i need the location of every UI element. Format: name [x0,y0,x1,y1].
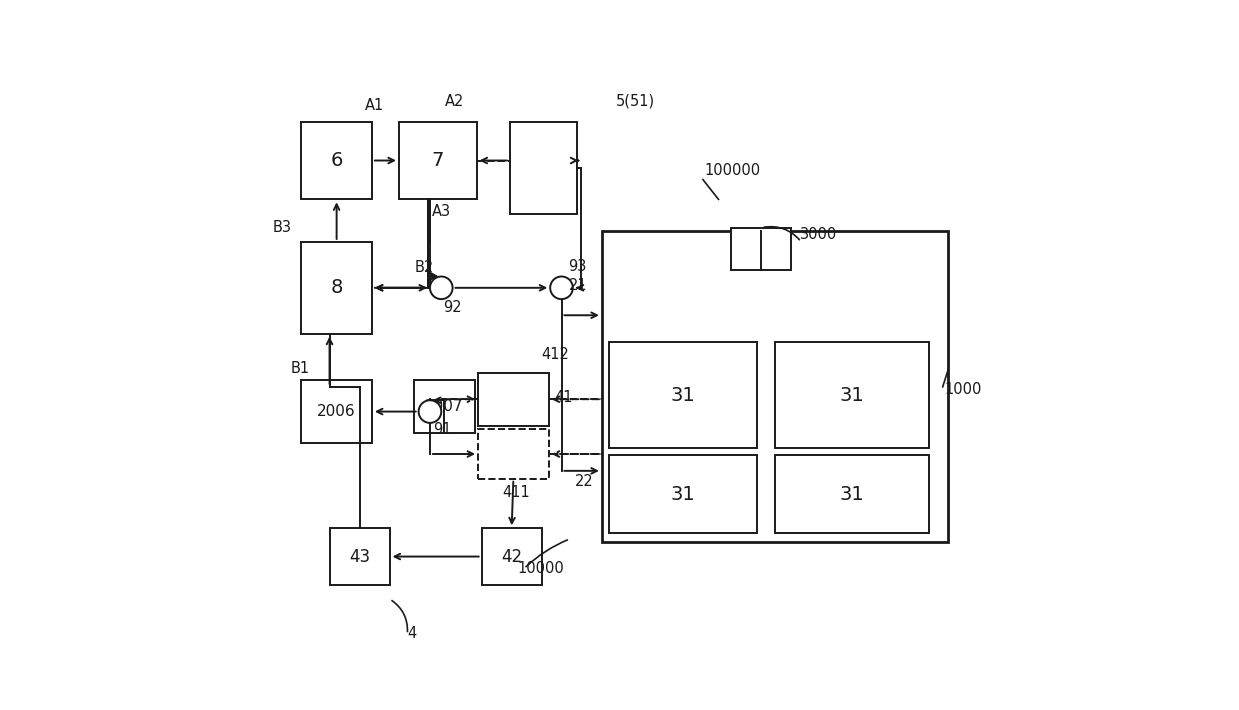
Bar [478,430,549,479]
Text: 4: 4 [408,626,416,641]
Text: B3: B3 [273,220,292,235]
Text: 21: 21 [569,278,587,293]
Bar [608,342,757,448]
Text: 6: 6 [331,151,343,170]
Text: 411: 411 [503,485,530,500]
Text: 31: 31 [840,485,865,504]
Bar [330,528,389,585]
Text: 2006: 2006 [317,404,356,419]
Circle shape [419,400,441,423]
Text: A2: A2 [445,94,465,109]
Bar [510,121,577,214]
Text: 93: 93 [569,258,587,273]
Text: 7: 7 [431,151,444,170]
Text: 5(51): 5(51) [616,94,655,109]
Text: 412: 412 [541,347,570,362]
Bar [776,342,929,448]
Text: 43: 43 [349,547,370,566]
Text: 91: 91 [434,422,452,437]
Text: 2007: 2007 [425,399,463,414]
Text: 31: 31 [670,485,695,504]
Text: 3000: 3000 [800,226,838,242]
Text: B2: B2 [414,260,434,275]
Text: 1000: 1000 [945,383,983,398]
Text: 8: 8 [331,278,343,297]
Bar [608,455,757,533]
Bar [731,228,792,270]
Bar [776,455,929,533]
Text: 22: 22 [575,474,593,488]
Circle shape [430,276,452,299]
Bar [301,121,372,200]
Text: 42: 42 [501,547,522,566]
Bar [301,380,372,444]
Bar [301,242,372,334]
Bar [602,231,948,542]
Text: 41: 41 [554,390,572,405]
Text: 92: 92 [444,300,462,315]
Text: 10000: 10000 [517,561,564,576]
Bar [414,380,475,433]
Text: 100000: 100000 [704,163,761,178]
Text: 31: 31 [840,386,865,405]
Bar [399,121,477,200]
Text: A3: A3 [432,204,451,219]
Circle shape [550,276,572,299]
Text: B1: B1 [291,361,310,376]
Text: 31: 31 [670,386,695,405]
Text: A1: A1 [366,98,384,113]
Bar [478,373,549,426]
Bar [482,528,541,585]
